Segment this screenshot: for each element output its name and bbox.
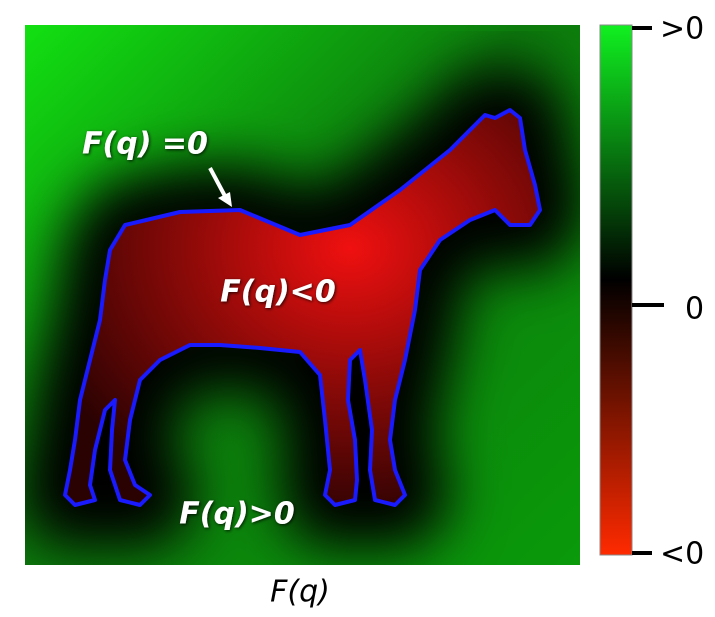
zero-level-label: F(q) =0 bbox=[82, 127, 208, 162]
caption: F(q) bbox=[270, 575, 330, 610]
inside-label: F(q)<0 bbox=[220, 275, 335, 310]
field-image bbox=[25, 25, 580, 565]
colorbar-bottom-label: <0 bbox=[660, 537, 704, 572]
colorbar bbox=[599, 24, 633, 556]
colorbar-middle-label: 0 bbox=[685, 292, 704, 327]
arrow bbox=[208, 167, 228, 199]
outside-label: F(q)>0 bbox=[179, 497, 294, 532]
colorbar-top-label: >0 bbox=[660, 12, 704, 47]
